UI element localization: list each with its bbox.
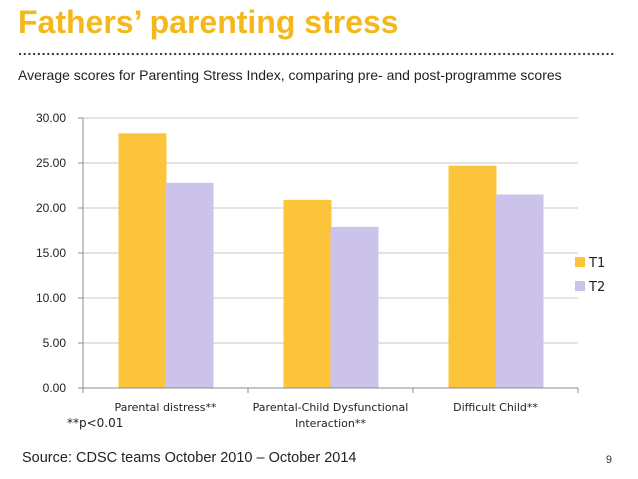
bar-t1 — [118, 133, 167, 388]
y-tick-label: 15.00 — [36, 246, 66, 260]
axes — [78, 117, 579, 393]
bar-t1 — [448, 165, 497, 388]
legend-label-t2: T2 — [588, 280, 605, 295]
bar-t2 — [495, 194, 544, 388]
legend-label-t1: T1 — [588, 256, 605, 271]
bar-t1 — [283, 199, 332, 388]
page-number: 9 — [605, 454, 612, 466]
y-tick-label: 0.00 — [43, 381, 67, 395]
y-tick-label: 25.00 — [36, 156, 66, 170]
slide-title: Fathers’ parenting stress — [18, 4, 399, 40]
dotted-divider — [18, 52, 618, 56]
bar-t2 — [165, 182, 214, 388]
bar-t2 — [330, 226, 379, 388]
legend: T1 T2 — [575, 256, 605, 295]
legend-swatch-t1 — [575, 257, 585, 267]
x-category-label: Parental-Child Dysfunctional Interaction*… — [253, 401, 409, 430]
legend-swatch-t2 — [575, 281, 585, 291]
tick-labels: 0.00 5.00 10.00 15.00 20.00 25.00 30.00 Parenta… — [36, 111, 538, 430]
significance-note: **p<0.01 — [67, 416, 124, 430]
y-tick-label: 20.00 — [36, 201, 66, 215]
source-text: Source: CDSC teams October 2010 – Octobe… — [22, 450, 357, 466]
y-tick-label: 30.00 — [36, 111, 66, 125]
y-tick-label: 10.00 — [36, 291, 66, 305]
x-category-label: Parental distress** — [114, 401, 217, 414]
x-category-label: Difficult Child** — [453, 401, 538, 414]
chart-subtitle: Average scores for Parenting Stress Inde… — [18, 67, 562, 83]
y-tick-label: 5.00 — [43, 336, 67, 350]
bars — [118, 133, 544, 388]
